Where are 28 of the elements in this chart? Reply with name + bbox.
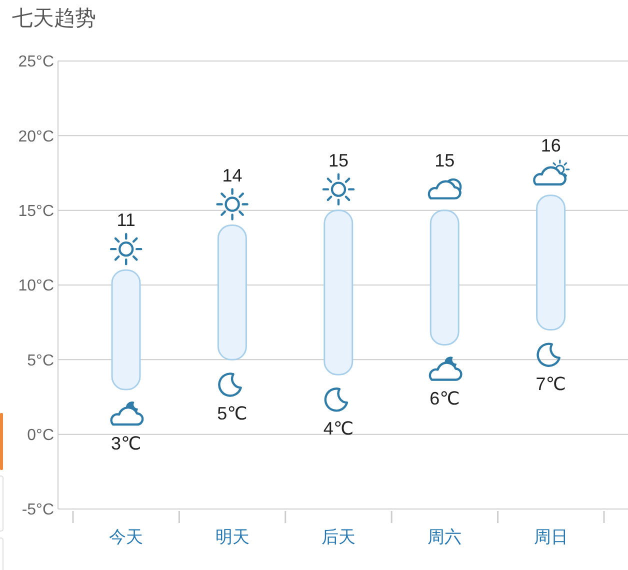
annotation: 3℃ [110,434,142,454]
bar [324,210,354,376]
annotation: 11 [116,210,136,230]
annotation: 4℃ [323,418,354,439]
annotation: 15 [328,150,349,170]
chart-title: 七天趋势 [12,6,96,32]
bar [111,269,141,390]
x-tick-label: 周六 [428,528,462,546]
annotation: 7℃ [536,374,566,394]
x-tick-label: 今天 [109,528,144,546]
y-tick-label: 20°C [18,128,54,146]
y-tick-label: 5°C [27,352,54,370]
annotation: 5℃ [217,404,248,424]
bar [536,194,566,331]
y-tick-label: 10°C [18,278,54,295]
annotation: 16 [540,135,561,156]
annotation: 6℃ [430,388,460,409]
annotation: 14 [222,165,242,186]
y-tick-label: 25°C [18,54,54,71]
x-tick-label: 周日 [534,528,568,546]
annotation: 15 [434,150,455,170]
bar [430,210,460,346]
x-tick-label: 明天 [215,528,250,546]
y-tick-label: -5°C [22,502,54,519]
y-tick-label: 15°C [18,203,54,220]
x-tick-label: 后天 [322,528,356,546]
y-tick-label: 0°C [27,427,54,444]
bar [217,224,247,360]
